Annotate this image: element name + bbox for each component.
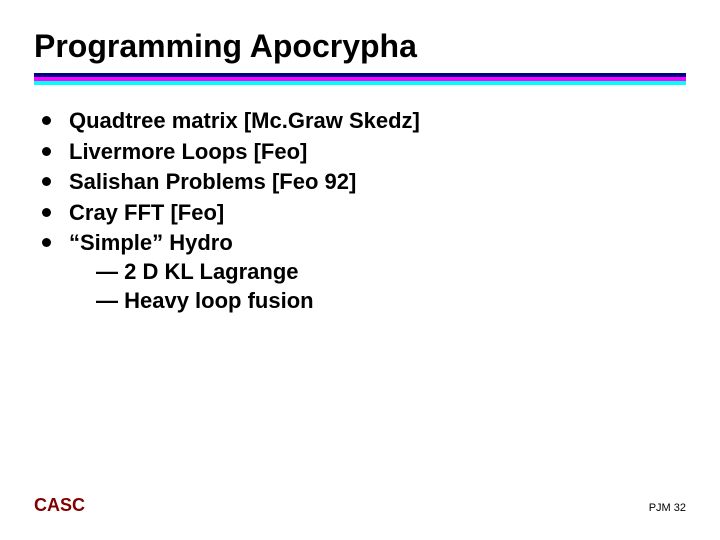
item-text: Livermore Loops [Feo] — [69, 138, 307, 167]
list-item: Salishan Problems [Feo 92] — [42, 168, 686, 197]
footer-right: PJM 32 — [649, 502, 686, 514]
bullet-icon — [42, 147, 51, 156]
item-text: Quadtree matrix [Mc.Graw Skedz] — [69, 107, 420, 136]
content-area: Quadtree matrix [Mc.Graw Skedz] Livermor… — [34, 107, 686, 315]
list-item: Livermore Loops [Feo] — [42, 138, 686, 167]
list-item: Cray FFT [Feo] — [42, 199, 686, 228]
footer-left: CASC — [34, 495, 85, 516]
item-text: Salishan Problems [Feo 92] — [69, 168, 356, 197]
bullet-icon — [42, 116, 51, 125]
bullet-icon — [42, 177, 51, 186]
bullet-icon — [42, 208, 51, 217]
rule-bar-3 — [34, 81, 686, 85]
slide-title: Programming Apocrypha — [34, 28, 686, 65]
list-item: “Simple” Hydro — 2 D KL Lagrange — Heavy… — [42, 229, 686, 315]
title-rule — [34, 73, 686, 85]
bullet-icon — [42, 238, 51, 247]
item-text: Cray FFT [Feo] — [69, 199, 224, 228]
list-item: Quadtree matrix [Mc.Graw Skedz] — [42, 107, 686, 136]
slide: Programming Apocrypha Quadtree matrix [M… — [0, 0, 720, 540]
subitem-text: — Heavy loop fusion — [96, 287, 314, 316]
subitem-text: — 2 D KL Lagrange — [96, 258, 314, 287]
item-text: “Simple” Hydro — [69, 229, 314, 258]
